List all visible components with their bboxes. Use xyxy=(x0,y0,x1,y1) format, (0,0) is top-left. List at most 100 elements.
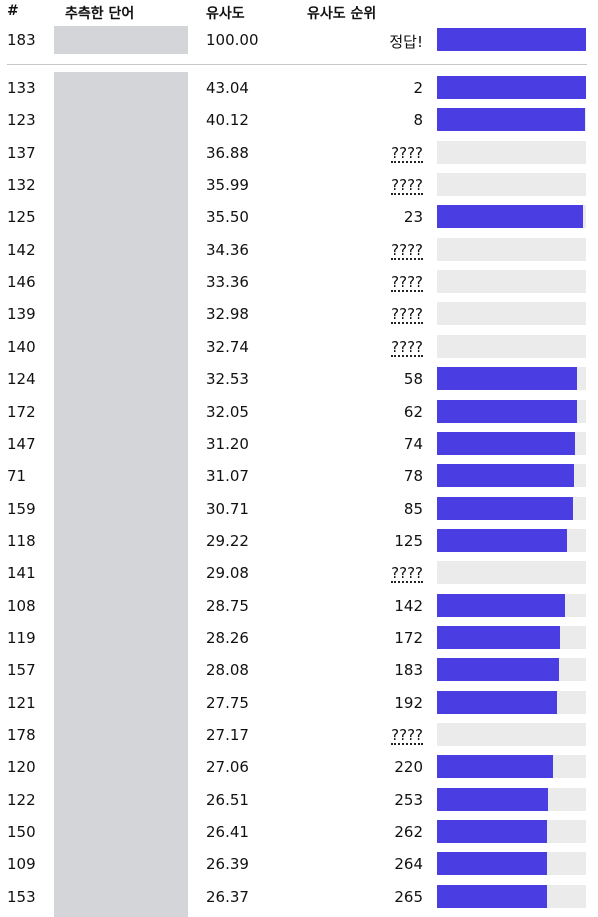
header-guessed-word: 추측한 단어 xyxy=(65,6,135,22)
similarity-value: 35.99 xyxy=(206,176,249,195)
guess-number: 124 xyxy=(7,370,36,389)
similarity-value: 32.98 xyxy=(206,305,249,324)
table-row: 140 32.74???? xyxy=(0,333,598,365)
similarity-value: 31.07 xyxy=(206,467,249,486)
rank-value: 253 xyxy=(394,790,423,809)
table-row: 123 40.12 8 xyxy=(0,106,598,138)
table-row: 147 31.20 74 xyxy=(0,430,598,462)
similarity-value: 43.04 xyxy=(206,79,249,97)
rank-progress-fill xyxy=(437,28,586,51)
similarity-value: 35.50 xyxy=(206,208,249,227)
rank-progress-fill xyxy=(437,528,568,552)
similarity-value: 26.41 xyxy=(206,823,249,842)
rank-value: 183 xyxy=(394,661,423,680)
rank-value: 78 xyxy=(403,467,423,486)
rank-progress-bar xyxy=(437,852,586,876)
table-row: 71 31.07 78 xyxy=(0,462,598,494)
similarity-value: 27.06 xyxy=(206,758,249,777)
guessed-word-hidden xyxy=(54,26,188,54)
guess-number: 123 xyxy=(7,111,36,130)
table-row: 137 36.88???? xyxy=(0,139,598,171)
table-row: 122 26.51 253 xyxy=(0,786,598,818)
rank-unknown: ???? xyxy=(391,726,423,745)
rank-value: 172 xyxy=(394,628,423,647)
guess-number: 118 xyxy=(7,531,36,550)
similarity-value: 27.75 xyxy=(206,693,249,712)
similarity-value: 31.20 xyxy=(206,434,249,453)
rank-value: 58 xyxy=(403,370,423,389)
rank-value: 264 xyxy=(394,855,423,874)
guess-number: 137 xyxy=(7,143,36,162)
rank-progress-bar xyxy=(437,399,586,423)
similarity-value: 29.08 xyxy=(206,564,249,583)
rank-value: 192 xyxy=(394,693,423,712)
guess-number: 139 xyxy=(7,305,36,324)
rank-value: 265 xyxy=(394,887,423,906)
guess-number: 125 xyxy=(7,208,36,227)
rank-progress-fill xyxy=(437,658,559,682)
rank-value: 125 xyxy=(394,531,423,550)
header-similarity: 유사도 xyxy=(206,6,245,22)
rank-progress-bar xyxy=(437,28,586,51)
rank-progress-bar xyxy=(437,76,586,99)
guess-number: 121 xyxy=(7,693,36,712)
rank-progress-bar xyxy=(437,787,586,811)
rank-progress-bar xyxy=(437,237,586,261)
guess-number: 157 xyxy=(7,661,36,680)
guess-number: 147 xyxy=(7,434,36,453)
rank-progress-bar xyxy=(437,658,586,682)
table-row: 119 28.26 172 xyxy=(0,624,598,656)
rank-progress-fill xyxy=(437,367,578,391)
rank-progress-bar xyxy=(437,561,586,585)
similarity-value: 100.00 xyxy=(206,31,259,49)
rank-progress-fill xyxy=(437,593,565,617)
guess-number: 71 xyxy=(7,467,27,486)
table-row: 109 26.39 264 xyxy=(0,850,598,882)
rank-progress-bar xyxy=(437,302,586,326)
table-row: 178 27.17???? xyxy=(0,721,598,753)
rank-value: 23 xyxy=(403,208,423,227)
guess-number: 109 xyxy=(7,855,36,874)
similarity-value: 26.51 xyxy=(206,790,249,809)
rank-progress-fill xyxy=(437,496,574,520)
rank-progress-bar xyxy=(437,270,586,294)
table-row: 139 32.98???? xyxy=(0,300,598,332)
rank-value: 262 xyxy=(394,823,423,842)
rank-progress-bar xyxy=(437,755,586,779)
rank-value: 85 xyxy=(403,499,423,518)
similarity-value: 33.36 xyxy=(206,273,249,292)
rank-value: 220 xyxy=(394,758,423,777)
guess-number: 141 xyxy=(7,564,36,583)
similarity-value: 28.75 xyxy=(206,596,249,615)
rank-unknown: ???? xyxy=(391,143,423,163)
rank-progress-bar xyxy=(437,625,586,649)
rank-progress-bar xyxy=(437,820,586,844)
guess-number: 120 xyxy=(7,758,36,777)
similarity-value: 26.39 xyxy=(206,855,249,874)
table-row: 153 26.37 265 xyxy=(0,883,598,915)
rank-progress-fill xyxy=(437,625,561,649)
table-row: 157 28.08 183 xyxy=(0,656,598,688)
rank-progress-bar xyxy=(437,528,586,552)
table-header: # 추측한 단어 유사도 유사도 순위 xyxy=(0,0,598,26)
table-row: 146 33.36???? xyxy=(0,268,598,300)
similarity-value: 29.22 xyxy=(206,531,249,550)
guess-number: 183 xyxy=(7,31,36,49)
rank-unknown: ???? xyxy=(391,273,423,293)
rank-progress-fill xyxy=(437,852,547,876)
rank-progress-bar xyxy=(437,334,586,358)
divider xyxy=(7,64,587,65)
table-row: 133 43.04 2 xyxy=(0,74,598,106)
rank-progress-fill xyxy=(437,787,549,811)
table-row: 142 34.36???? xyxy=(0,236,598,268)
rank-progress-fill xyxy=(437,884,547,908)
table-row: 159 30.71 85 xyxy=(0,495,598,527)
guess-number: 178 xyxy=(7,726,36,744)
guess-number: 108 xyxy=(7,596,36,615)
rank-progress-fill xyxy=(437,464,575,488)
table-row: 125 35.50 23 xyxy=(0,203,598,235)
header-number: # xyxy=(7,3,19,19)
rank-progress-bar xyxy=(437,723,586,746)
table-row: 108 28.75 142 xyxy=(0,592,598,624)
guessed-words-hidden-column xyxy=(54,72,188,917)
